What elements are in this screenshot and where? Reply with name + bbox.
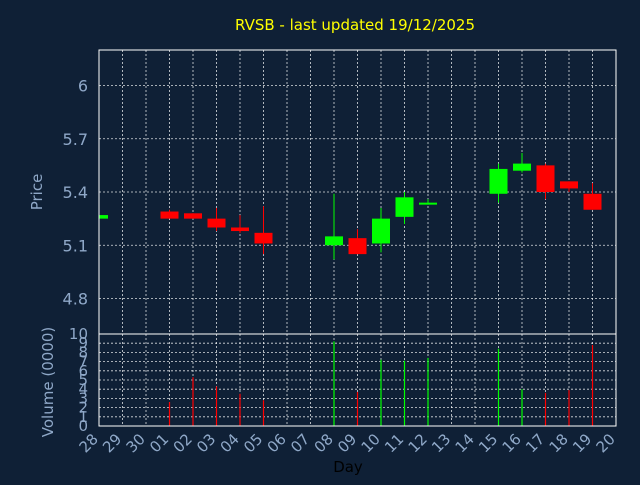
day-tick-label: 11: [381, 430, 407, 456]
volume-tick-label: 8: [78, 343, 88, 361]
volume-panel-frame: [98, 333, 617, 427]
day-tick-label: 10: [358, 430, 384, 456]
price-tick-label: 5.1: [63, 236, 88, 255]
candle-body: [560, 181, 578, 189]
day-tick-label: 14: [452, 430, 478, 456]
day-tick-label: 13: [428, 430, 454, 456]
candle-body: [99, 215, 108, 219]
candle-body: [160, 211, 179, 219]
day-tick-label: 01: [146, 430, 172, 456]
price-tick-label: 5.7: [63, 130, 88, 149]
grid: [98, 50, 617, 427]
volume-tick-label: 5: [78, 371, 88, 389]
day-tick-label: 15: [475, 430, 501, 456]
day-tick-label: 20: [593, 430, 619, 456]
volume-tick-label: 3: [78, 389, 88, 407]
volume-tick-label: 9: [78, 334, 88, 352]
candle-body: [325, 236, 343, 246]
volume-tick-label: 6: [78, 362, 88, 380]
candle-body: [513, 163, 531, 171]
candle-body: [348, 238, 367, 255]
candle-body: [372, 218, 390, 244]
candle-body: [536, 165, 555, 192]
price-tick-label: 5.4: [63, 183, 88, 202]
day-tick-label: 04: [217, 430, 243, 456]
day-tick-label: 29: [99, 430, 125, 456]
day-tick-label: 19: [569, 430, 595, 456]
day-tick-label: 07: [287, 430, 313, 456]
day-tick-label: 18: [546, 430, 572, 456]
candle-body: [184, 213, 202, 219]
chart-title: RVSB - last updated 19/12/2025: [235, 16, 475, 34]
candle-body: [583, 193, 602, 210]
candle-body: [254, 232, 273, 244]
candle-body: [231, 227, 249, 232]
price-tick-label: 4.8: [63, 290, 88, 309]
day-tick-label: 17: [522, 430, 548, 456]
volume-bars: [168, 341, 594, 426]
day-tick-label: 02: [170, 430, 196, 456]
volume-tick-label: 0: [78, 417, 88, 435]
day-tick-label: 12: [405, 430, 431, 456]
candle-body: [489, 168, 508, 194]
day-tick-label: 30: [123, 430, 149, 456]
candle-body: [207, 218, 226, 228]
volume-tick-label: 10: [69, 325, 88, 343]
volume-tick-label: 2: [78, 399, 88, 417]
volume-axis-label: Volume (0000): [39, 327, 57, 437]
volume-tick-label: 7: [78, 353, 88, 371]
price-tick-label: 6: [78, 77, 88, 96]
day-tick-label: 05: [240, 430, 266, 456]
day-tick-label: 03: [193, 430, 219, 456]
day-tick-label: 08: [311, 430, 337, 456]
day-tick-label: 06: [264, 430, 290, 456]
candles: [98, 152, 602, 260]
price-axis-label: Price: [28, 174, 46, 211]
day-tick-label: 09: [334, 430, 360, 456]
candle-body: [395, 197, 414, 217]
day-tick-label: 16: [499, 430, 525, 456]
volume-tick-label: 1: [78, 408, 88, 426]
candle-body: [419, 202, 437, 205]
volume-tick-label: 4: [78, 380, 88, 398]
x-axis-label: Day: [333, 458, 363, 476]
